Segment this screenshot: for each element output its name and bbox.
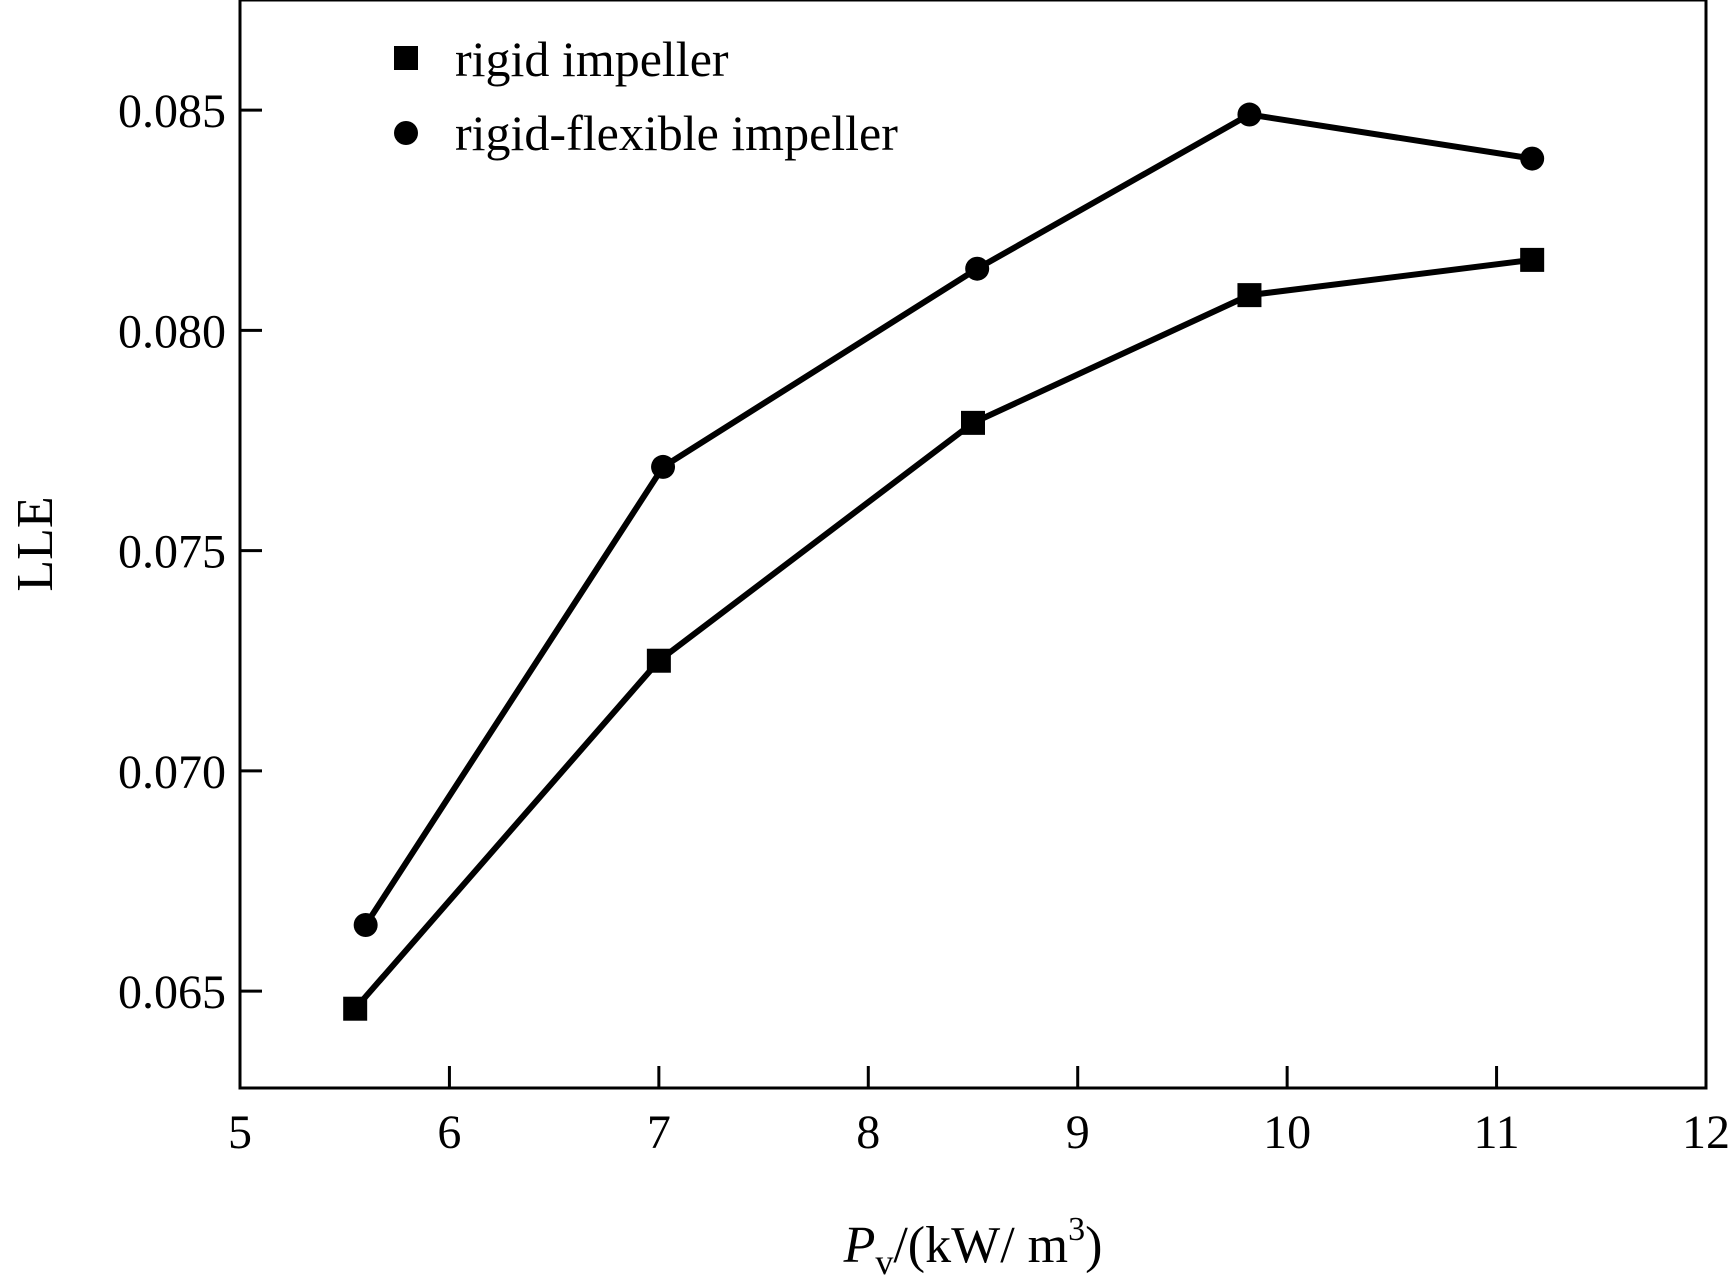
y-tick-label: 0.085 bbox=[118, 85, 226, 138]
y-tick-label: 0.075 bbox=[118, 526, 226, 579]
x-tick-label: 9 bbox=[1066, 1106, 1090, 1159]
x-tick-label: 11 bbox=[1473, 1106, 1519, 1159]
x-tick-label: 7 bbox=[647, 1106, 671, 1159]
x-tick-label: 12 bbox=[1682, 1106, 1730, 1159]
x-axis: 5 6 7 8 9 10 11 12 bbox=[228, 1066, 1730, 1159]
data-point-rigid-flexible-impeller bbox=[353, 913, 378, 938]
series-line-rigid-impeller bbox=[352, 256, 1533, 1011]
x-tick-label: 10 bbox=[1263, 1106, 1311, 1159]
data-point-rigid-impeller bbox=[646, 648, 671, 673]
legend-marker-rigid-impeller bbox=[394, 46, 418, 70]
series-layer bbox=[343, 102, 1545, 1021]
data-point-rigid-impeller bbox=[1520, 247, 1545, 272]
y-axis: 0.065 0.070 0.075 0.080 0.085 bbox=[118, 85, 262, 1019]
x-axis-title-symbol: P bbox=[843, 1217, 876, 1274]
x-tick-label: 5 bbox=[228, 1106, 252, 1159]
y-axis-title: LLE bbox=[7, 496, 64, 591]
y-tick-label: 0.080 bbox=[118, 305, 226, 358]
data-point-rigid-flexible-impeller bbox=[1520, 146, 1545, 171]
data-point-rigid-flexible-impeller bbox=[1237, 102, 1262, 127]
legend-label-rigid-flexible-impeller: rigid-flexible impeller bbox=[455, 105, 898, 161]
legend: rigid impeller rigid-flexible impeller bbox=[394, 31, 898, 161]
x-tick-label: 8 bbox=[856, 1106, 880, 1159]
plot-frame bbox=[238, 0, 1708, 1090]
y-tick-label: 0.065 bbox=[118, 966, 226, 1019]
data-point-rigid-impeller bbox=[961, 410, 985, 435]
data-point-rigid-impeller bbox=[343, 996, 368, 1021]
x-axis-title-unit-end: ) bbox=[1085, 1217, 1102, 1274]
data-point-rigid-impeller bbox=[1237, 283, 1262, 308]
data-point-rigid-flexible-impeller bbox=[651, 454, 676, 479]
legend-label-rigid-impeller: rigid impeller bbox=[455, 31, 729, 87]
y-tick-label: 0.070 bbox=[118, 746, 226, 799]
x-axis-title-unit: /(kW/ m bbox=[893, 1217, 1068, 1274]
x-axis-title: Pv/(kW/ m3) bbox=[843, 1211, 1103, 1282]
series-line-rigid-flexible-impeller bbox=[363, 111, 1533, 927]
data-point-rigid-flexible-impeller bbox=[965, 256, 990, 281]
x-tick-label: 6 bbox=[437, 1106, 461, 1159]
legend-marker-rigid-flexible-impeller bbox=[394, 121, 418, 145]
x-axis-title-subscript: v bbox=[875, 1242, 893, 1282]
x-axis-title-superscript: 3 bbox=[1068, 1211, 1085, 1248]
